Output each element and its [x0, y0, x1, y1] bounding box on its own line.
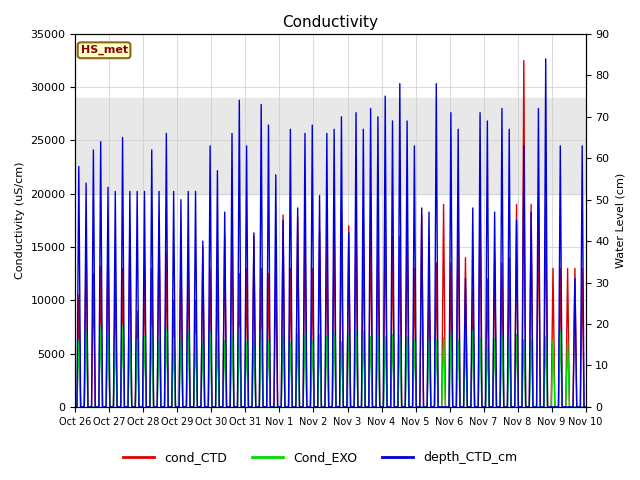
Bar — [76, 98, 586, 194]
Text: HS_met: HS_met — [81, 45, 127, 55]
Y-axis label: Water Level (cm): Water Level (cm) — [615, 173, 625, 268]
Y-axis label: Conductivity (uS/cm): Conductivity (uS/cm) — [15, 162, 25, 279]
Legend: cond_CTD, Cond_EXO, depth_CTD_cm: cond_CTD, Cond_EXO, depth_CTD_cm — [118, 446, 522, 469]
Title: Conductivity: Conductivity — [282, 15, 378, 30]
